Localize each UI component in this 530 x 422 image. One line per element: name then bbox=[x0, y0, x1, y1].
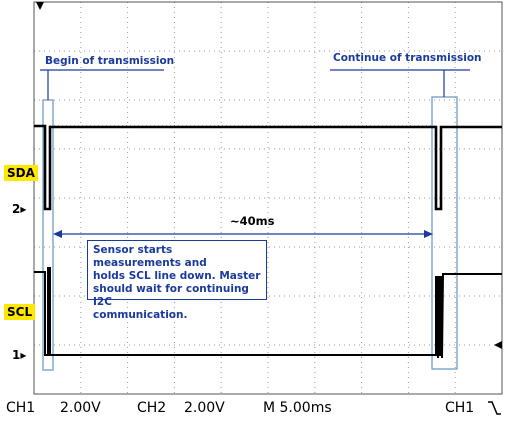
begin-annotation: Begin of transmission bbox=[45, 55, 175, 67]
ch1-label: CH1 bbox=[6, 400, 36, 416]
callout-line: communication. bbox=[93, 309, 188, 321]
timebase: M 5.00ms bbox=[263, 400, 332, 416]
graticule-grid bbox=[34, 2, 502, 394]
scl-burst bbox=[436, 276, 443, 356]
channel-2-marker: 2▸ bbox=[12, 202, 26, 216]
channel-2-number: 2 bbox=[12, 202, 21, 216]
callout-line: holds SCL line down. Master bbox=[93, 270, 261, 282]
falling-edge-icon bbox=[486, 398, 502, 422]
trigger-level-marker bbox=[494, 341, 502, 349]
duration-label: ~40ms bbox=[230, 214, 275, 228]
graticule-frame bbox=[33, 1, 503, 395]
callout-line: should wait for continuing I2C bbox=[93, 283, 249, 308]
callout-line: Sensor starts measurements and bbox=[93, 244, 207, 269]
sda-channel-label: SDA bbox=[4, 165, 38, 181]
continue-annotation: Continue of transmission bbox=[333, 52, 482, 64]
sda-trace bbox=[34, 124, 502, 211]
scl-channel-label: SCL bbox=[4, 304, 36, 320]
trigger-position-marker bbox=[36, 2, 44, 10]
ch2-label: CH2 bbox=[137, 400, 167, 416]
ch2-volts-div: 2.00V bbox=[184, 400, 225, 416]
channel-1-marker: 1▸ bbox=[12, 348, 26, 362]
duration-arrow-left-head bbox=[53, 230, 62, 238]
ch1-volts-div: 2.00V bbox=[60, 400, 101, 416]
status-bar: CH1 2.00V CH2 2.00V M 5.00ms CH1 bbox=[0, 398, 530, 420]
channel-1-number: 1 bbox=[12, 348, 21, 362]
arrow-right-icon: ▸ bbox=[20, 202, 27, 216]
arrow-right-icon: ▸ bbox=[20, 348, 27, 362]
trigger-channel: CH1 bbox=[445, 400, 475, 416]
measurement-callout: Sensor starts measurements and holds SCL… bbox=[87, 240, 267, 321]
duration-arrow-right-head bbox=[424, 230, 433, 238]
